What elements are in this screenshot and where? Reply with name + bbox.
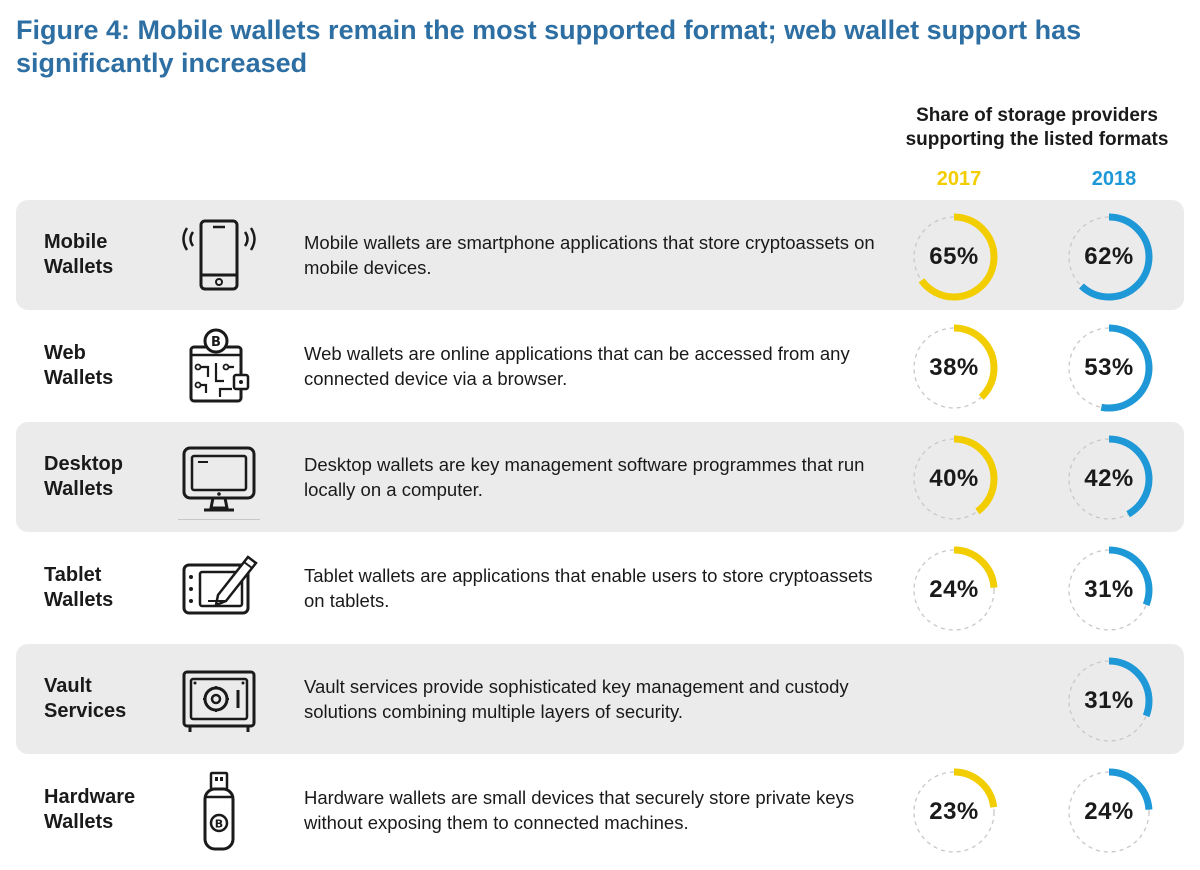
svg-text:B: B bbox=[215, 818, 223, 831]
usb-drive-icon: B bbox=[176, 767, 262, 853]
gauge-2018: 31% bbox=[1064, 545, 1154, 635]
column-header: Share of storage providers supporting th… bbox=[905, 105, 1169, 150]
row-description: Desktop wallets are key management softw… bbox=[304, 454, 865, 500]
figure-title: Figure 4: Mobile wallets remain the most… bbox=[16, 15, 1082, 78]
row-description: Vault services provide sophisticated key… bbox=[304, 676, 849, 722]
gauge-track bbox=[913, 771, 995, 853]
row-description: Web wallets are online applications that… bbox=[304, 343, 850, 389]
gauge-2018: 53% bbox=[1064, 323, 1154, 413]
gauge-value-2018: 42% bbox=[1084, 465, 1134, 492]
vault-safe-icon bbox=[176, 656, 262, 742]
gauge-arc bbox=[910, 435, 998, 523]
row-desktop-wallets: Desktop Wallets Desktop wallets are key m… bbox=[16, 422, 1184, 532]
gauge-arc bbox=[1065, 768, 1153, 856]
gauge-arc bbox=[910, 324, 998, 412]
tablet-pen-icon bbox=[176, 545, 262, 631]
row-description: Hardware wallets are small devices that … bbox=[304, 787, 855, 833]
gauge-value-2018: 24% bbox=[1084, 798, 1134, 825]
gauge-arc bbox=[1065, 435, 1153, 523]
gauge-2017: 38% bbox=[909, 323, 999, 413]
row-label: Desktop Wallets bbox=[44, 453, 123, 500]
gauge-arc bbox=[1065, 546, 1153, 634]
row-hardware-wallets: Hardware Wallets B Hardware wallets are s… bbox=[16, 755, 1184, 865]
gauge-2017: 65% bbox=[909, 212, 999, 302]
gauge-value-2017: 40% bbox=[929, 465, 979, 492]
gauge-arc bbox=[910, 213, 998, 301]
row-description: Mobile wallets are smartphone applicatio… bbox=[304, 232, 875, 278]
gauge-value-2018: 31% bbox=[1084, 576, 1134, 603]
gauge-arc bbox=[1065, 657, 1153, 745]
row-mobile-wallets: Mobile Wallets Mobile wallets are smartph… bbox=[16, 200, 1184, 310]
year-header-2017: 2017 bbox=[936, 168, 982, 190]
row-web-wallets: Web Wallets B Web wallets are online appl… bbox=[16, 311, 1184, 421]
gauge-value-2018: 53% bbox=[1084, 354, 1134, 381]
row-label: Web Wallets bbox=[44, 342, 114, 389]
web-circuit-icon: B bbox=[176, 323, 262, 409]
gauge-2018: 31% bbox=[1064, 656, 1154, 746]
row-label: Tablet Wallets bbox=[44, 564, 114, 611]
gauge-arc bbox=[1065, 213, 1153, 301]
gauge-2018: 24% bbox=[1064, 767, 1154, 857]
gauge-2017: 24% bbox=[909, 545, 999, 635]
gauge-value-2018: 31% bbox=[1084, 687, 1134, 714]
gauge-arc bbox=[910, 546, 998, 634]
gauge-2017: 23% bbox=[909, 767, 999, 857]
gauge-2018: 62% bbox=[1064, 212, 1154, 302]
gauge-value-2017: 65% bbox=[929, 243, 979, 270]
row-vault-services: Vault Services Vault services provide sop… bbox=[16, 644, 1184, 754]
smartphone-icon bbox=[176, 212, 262, 298]
row-label: Vault Services bbox=[44, 675, 127, 722]
gauge-track bbox=[913, 549, 995, 631]
gauge-value-2018: 62% bbox=[1084, 243, 1134, 270]
row-label: Mobile Wallets bbox=[44, 231, 114, 278]
gauge-value-2017: 24% bbox=[929, 576, 979, 603]
year-header-2018: 2018 bbox=[1091, 168, 1137, 190]
desktop-monitor-icon bbox=[176, 434, 262, 521]
gauge-arc bbox=[1065, 324, 1153, 412]
gauge-value-2017: 38% bbox=[929, 354, 979, 381]
row-tablet-wallets: Tablet Wallets Tablet wallets are applica… bbox=[16, 533, 1184, 643]
gauge-2017: 40% bbox=[909, 434, 999, 524]
gauge-2018: 42% bbox=[1064, 434, 1154, 524]
svg-text:B: B bbox=[211, 335, 221, 350]
gauge-value-2017: 23% bbox=[929, 798, 979, 825]
gauge-track bbox=[1068, 771, 1150, 853]
gauge-arc bbox=[910, 768, 998, 856]
row-label: Hardware Wallets bbox=[44, 786, 136, 833]
row-description: Tablet wallets are applications that ena… bbox=[304, 565, 873, 611]
